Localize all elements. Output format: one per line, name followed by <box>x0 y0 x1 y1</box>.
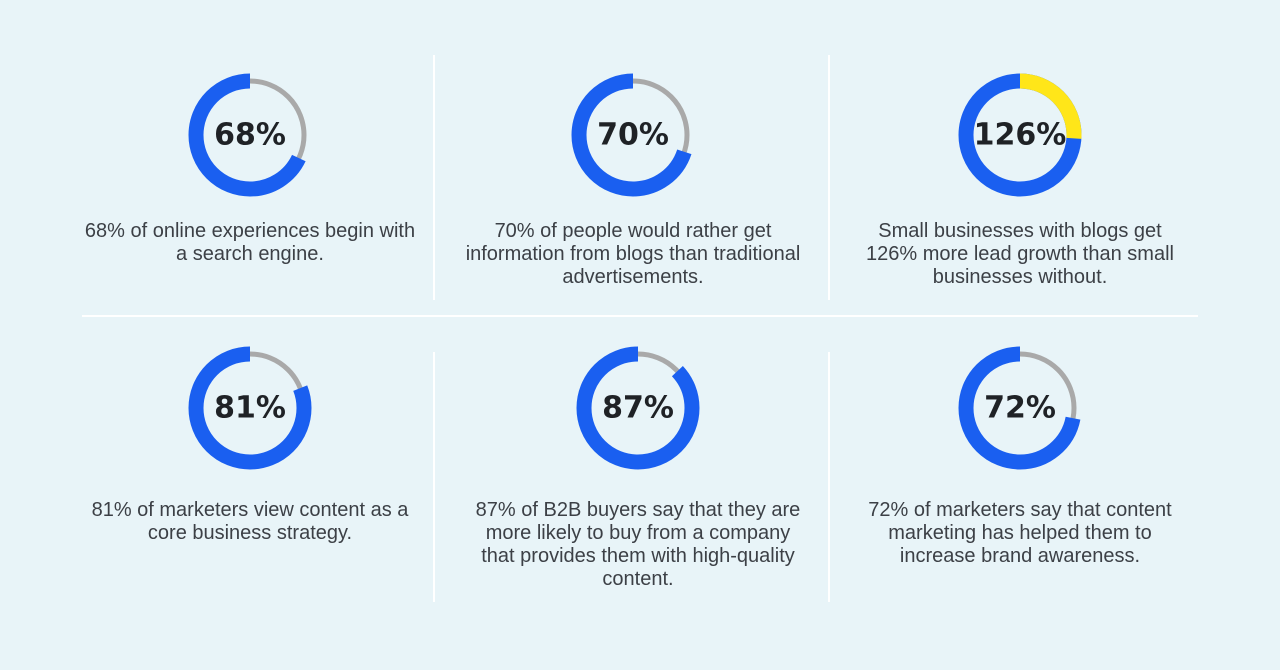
stat-description: 72% of marketers say that content market… <box>868 499 1172 567</box>
column-divider-1 <box>433 55 435 300</box>
stat-card-core-strategy: 81% 81% of marketers view content as a c… <box>60 343 440 545</box>
stat-value: 68% <box>214 118 286 153</box>
ring-fill <box>188 346 312 470</box>
ring-fill <box>958 346 1082 470</box>
stat-description: 68% of online experiences begin with a s… <box>84 220 416 265</box>
row-divider <box>82 315 1198 317</box>
progress-ring: 87% <box>576 346 700 470</box>
stat-card-b2b-buyers: 87% 87% of B2B buyers say that they are … <box>448 343 828 591</box>
progress-ring: 81% <box>188 346 312 470</box>
stat-description: 70% of people would rather get informati… <box>465 220 801 288</box>
stat-card-brand-awareness: 72% 72% of marketers say that content ma… <box>830 343 1210 568</box>
ring-fill <box>576 346 700 470</box>
stat-description: Small businesses with blogs get 126% mor… <box>866 220 1174 288</box>
column-divider-2 <box>828 55 830 300</box>
ring-overflow <box>958 73 1082 197</box>
stat-value: 87% <box>602 391 674 426</box>
stat-card-lead-growth: 126% Small businesses with blogs get 126… <box>830 70 1210 289</box>
stat-card-search-engine: 68% 68% of online experiences begin with… <box>60 70 440 266</box>
ring-fill <box>188 73 312 197</box>
stat-value: 70% <box>597 118 669 153</box>
progress-ring: 68% <box>188 73 312 197</box>
progress-ring: 70% <box>571 73 695 197</box>
stat-description: 81% of marketers view content as a core … <box>91 499 409 544</box>
progress-ring: 126% <box>958 73 1082 197</box>
column-divider-3 <box>433 352 435 602</box>
column-divider-4 <box>828 352 830 602</box>
stat-value: 126% <box>974 118 1067 153</box>
stat-value: 81% <box>214 391 286 426</box>
stat-description: 87% of B2B buyers say that they are more… <box>475 499 801 590</box>
ring-fill <box>571 73 695 197</box>
progress-ring: 72% <box>958 346 1082 470</box>
stat-card-blogs-vs-ads: 70% 70% of people would rather get infor… <box>443 70 823 289</box>
stat-value: 72% <box>984 391 1056 426</box>
